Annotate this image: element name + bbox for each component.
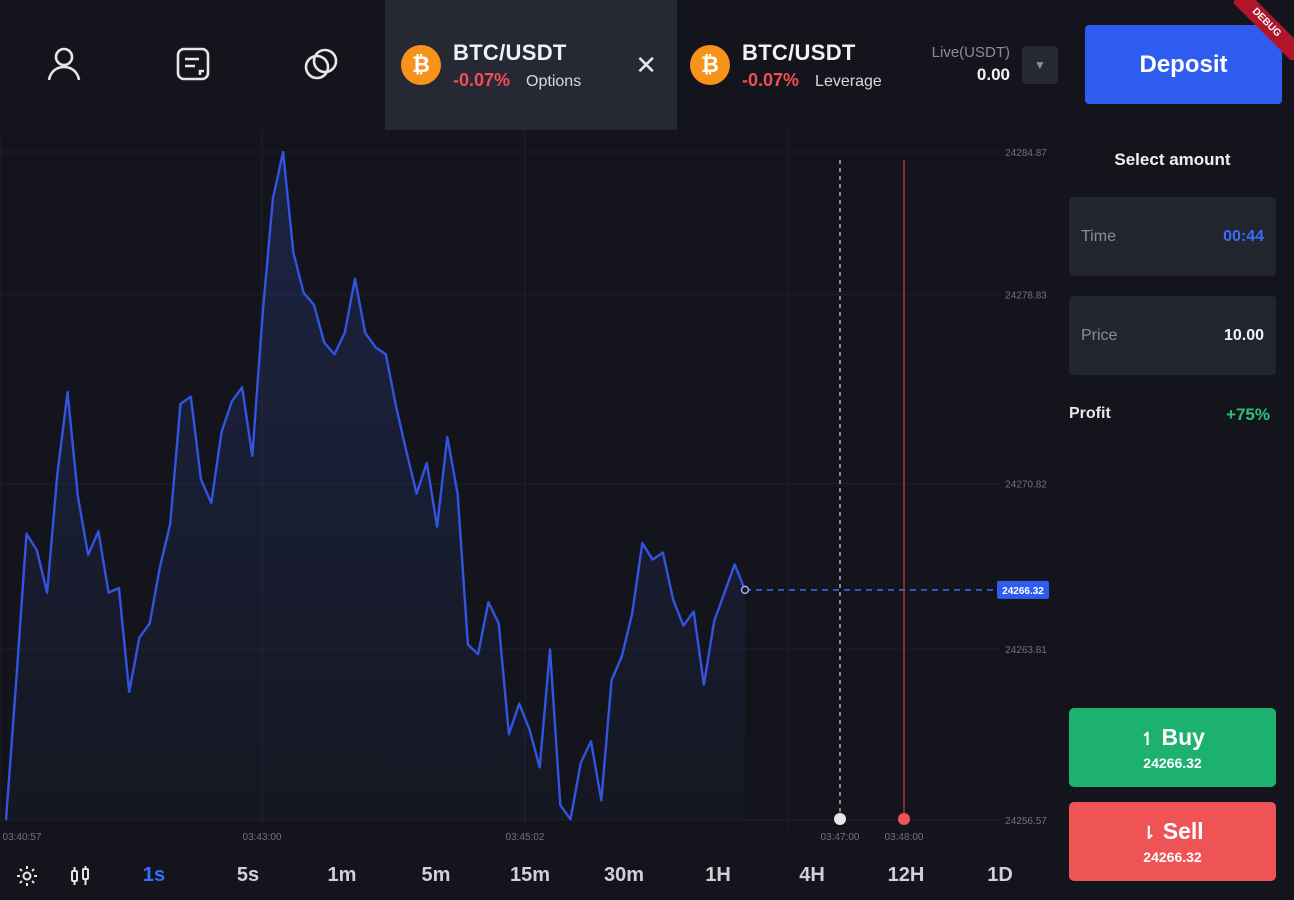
timeframe-1h[interactable]: 1H	[705, 864, 731, 886]
deposit-button[interactable]: Deposit	[1085, 25, 1282, 104]
price-label: Price	[1081, 326, 1118, 344]
timeframe-1m[interactable]: 1m	[327, 864, 357, 886]
y-tick-label: 24284.87	[1005, 148, 1047, 159]
sell-label: Sell	[1162, 818, 1204, 844]
debug-label: DEBUG	[1234, 0, 1294, 60]
tab-change: -0.07% Leverage	[742, 69, 882, 90]
sell-button[interactable]: ⇂ Sell 24266.32	[1069, 802, 1276, 881]
profit-label: Profit	[1069, 405, 1111, 422]
bitcoin-icon: ₿	[690, 45, 730, 85]
balance-label: Live(USDT)	[931, 44, 1010, 61]
select-amount-title: Select amount	[1114, 150, 1231, 169]
arrow-up-icon: ↿	[1140, 729, 1156, 749]
y-tick-label: 24256.57	[1005, 816, 1047, 827]
timeframe-30m[interactable]: 30m	[603, 864, 645, 886]
y-tick-label: 24278.83	[1005, 291, 1047, 302]
buy-button[interactable]: ↿ Buy 24266.32	[1069, 708, 1276, 787]
tab-pair: BTC/USDT	[742, 39, 856, 65]
profit-value: +75%	[1226, 405, 1270, 424]
close-tab-icon[interactable]: ✕	[635, 50, 657, 80]
price-area	[6, 152, 745, 820]
x-tick-label: 03:48:00	[885, 832, 924, 843]
x-tick-label: 03:47:00	[821, 832, 860, 843]
current-price-tag	[997, 580, 1049, 599]
x-tick-label: 03:40:57	[3, 832, 42, 843]
candlestick-icon[interactable]	[66, 862, 94, 890]
debug-ribbon: DEBUG	[1234, 0, 1294, 60]
timeframe-1d[interactable]: 1D	[987, 864, 1013, 886]
user-icon[interactable]	[42, 42, 86, 86]
sell-price: 24266.32	[1143, 849, 1202, 865]
account-balance[interactable]: Live(USDT) 0.00	[915, 44, 1010, 85]
tab-kind: Leverage	[815, 72, 882, 90]
price-field[interactable]: Price 10.00	[1069, 296, 1276, 375]
balance-value: 0.00	[976, 65, 1010, 84]
profit-row: Profit +75%	[1069, 405, 1270, 425]
current-price-label: 24266.32	[1002, 586, 1044, 597]
linked-rings-icon[interactable]	[299, 42, 343, 86]
price-value: 10.00	[1223, 326, 1264, 344]
timeframe-bar: 1s 5s 1m 5m 15m 30m 1H 4H 12H 1D	[0, 852, 1065, 900]
timeframe-15m[interactable]: 15m	[509, 864, 551, 886]
price-line	[4, 150, 747, 821]
timeframe-4h[interactable]: 4H	[799, 864, 825, 886]
price-chart[interactable]: 24284.87 24278.83 24270.82 24263.81 24256.57…	[0, 130, 1065, 850]
timeframe-5s[interactable]: 5s	[236, 864, 260, 886]
document-icon[interactable]	[171, 42, 215, 86]
bitcoin-icon: ₿	[401, 45, 441, 85]
top-bar: ₿ BTC/USDT -0.07% Options ✕ ₿ BTC/USDT -0…	[0, 0, 1070, 130]
timeframe-1s[interactable]: 1s	[142, 864, 166, 886]
tab-kind: Options	[526, 72, 582, 90]
expiry-dot	[898, 813, 910, 825]
time-label: Time	[1081, 227, 1116, 245]
current-price-dot	[740, 585, 750, 595]
chevron-down-icon[interactable]: ▼	[1022, 46, 1058, 84]
timeframe-5m[interactable]: 5m	[421, 864, 451, 886]
buy-price: 24266.32	[1143, 755, 1202, 771]
settings-icon[interactable]	[13, 862, 41, 890]
x-tick-label: 03:43:00	[243, 832, 282, 843]
y-tick-label: 24263.81	[1005, 645, 1047, 656]
tab-change: -0.07% Options	[453, 69, 582, 90]
arrow-down-icon: ⇂	[1141, 823, 1157, 843]
tab-btc-options[interactable]: ₿ BTC/USDT -0.07% Options ✕	[385, 0, 677, 130]
tab-pair: BTC/USDT	[453, 39, 567, 65]
time-field[interactable]: Time 00:44	[1069, 197, 1276, 276]
x-tick-label: 03:45:02	[506, 832, 545, 843]
tab-btc-leverage[interactable]: ₿ BTC/USDT -0.07% Leverage	[690, 0, 898, 130]
time-value: 00:44	[1223, 227, 1264, 245]
purchase-deadline-dot	[834, 813, 846, 825]
buy-label: Buy	[1161, 724, 1205, 750]
y-tick-label: 24270.82	[1005, 480, 1047, 491]
timeframe-12h[interactable]: 12H	[887, 864, 925, 886]
